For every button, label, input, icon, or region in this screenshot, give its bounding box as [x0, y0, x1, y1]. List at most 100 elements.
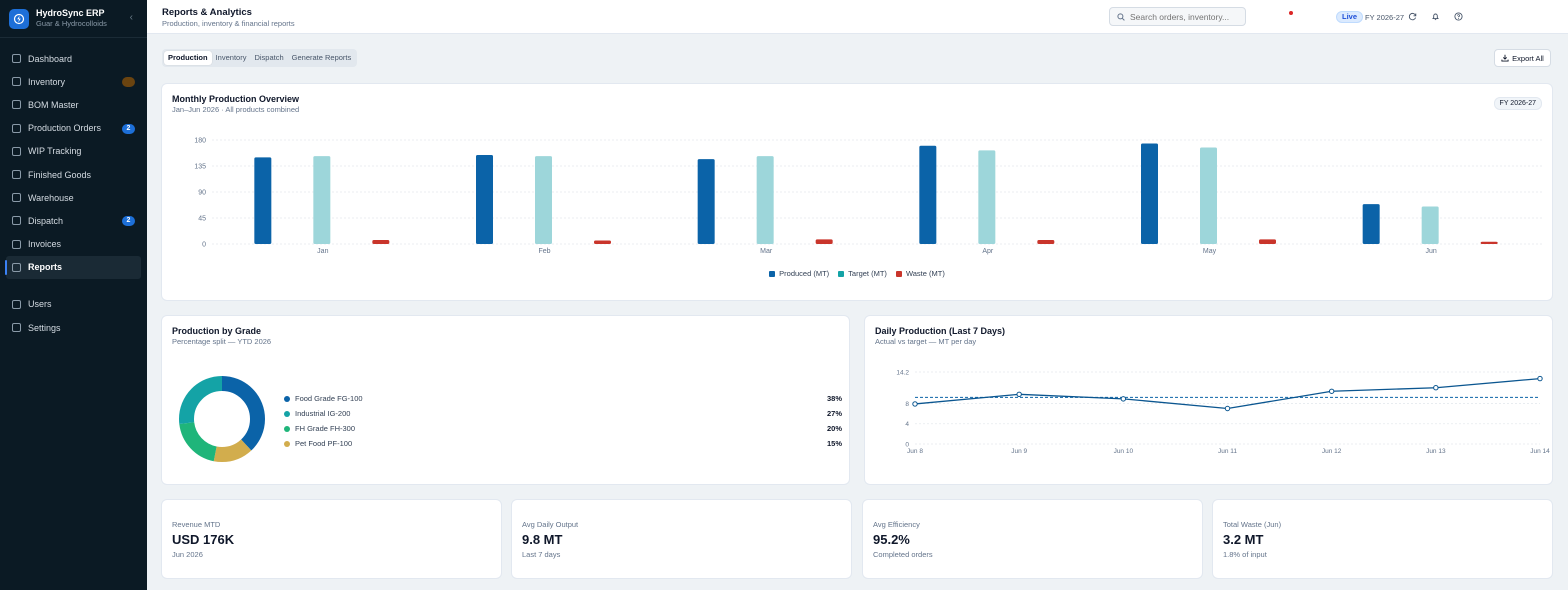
brand: HydroSync ERP Guar & Hydrocolloids ‹ [0, 0, 147, 38]
grade-name: Food Grade FG-100 [295, 394, 363, 403]
search-input[interactable] [1130, 11, 1240, 22]
x-tick-label: Jun 11 [1218, 448, 1237, 455]
bar-target-mt-jun [1421, 206, 1439, 244]
legend-swatch [838, 270, 845, 277]
kpi-output-card: Avg Daily Output 9.8 MT Last 7 days [511, 499, 852, 579]
sidebar-item-label: Inventory [28, 76, 66, 87]
app-name: HydroSync ERP [36, 8, 105, 18]
actual-point-jun-11 [1224, 405, 1231, 412]
sidebar-item-inventory[interactable]: Inventory 3 [6, 70, 141, 93]
sidebar-item-invoices[interactable]: Invoices [6, 233, 141, 256]
gear-icon [12, 323, 21, 333]
actual-point-jun-13 [1433, 385, 1439, 391]
x-tick-label: Apr [982, 248, 994, 255]
help-icon[interactable] [1454, 12, 1463, 21]
sidebar-item-reports[interactable]: Reports [5, 255, 141, 279]
live-status-badge: Live [1336, 11, 1364, 23]
grade-legend-row: Food Grade FG-100 38% [284, 391, 842, 406]
bar-waste-mt-jan [372, 239, 390, 244]
warehouse-icon [12, 193, 21, 203]
grade-color-dot [284, 395, 290, 402]
x-tick-label: Feb [538, 248, 550, 255]
page-title: Reports & Analytics [162, 7, 252, 18]
kpi-label: Revenue MTD [172, 520, 221, 529]
bar-target-mt-may [1200, 147, 1217, 244]
bar-waste-mt-apr [1037, 239, 1055, 244]
sidebar-item-label: Warehouse [28, 192, 74, 203]
daily-card-title: Daily Production (Last 7 Days) [875, 326, 1006, 336]
kpi-value: 3.2 MT [1223, 532, 1264, 547]
sidebar-item-bom-master[interactable]: BOM Master [6, 93, 141, 116]
x-tick-label: Jun 10 [1114, 448, 1134, 455]
sidebar-item-label: Dashboard [28, 53, 73, 64]
legend-produced-label: Produced (MT) [779, 269, 830, 278]
y-tick-label: 14.2 [896, 370, 909, 377]
fiscal-year-label: FY 2026-27 [1365, 13, 1405, 22]
x-tick-label: Mar [760, 248, 773, 255]
bar-produced-mt-apr [919, 145, 937, 244]
fy-tag-badge: FY 2026-27 [1493, 97, 1542, 110]
actual-point-jun-8 [912, 401, 918, 407]
box-icon [12, 77, 21, 87]
tab-generate-reports[interactable]: Generate Reports [291, 53, 352, 62]
collapse-sidebar-chevron-icon[interactable]: ‹ [129, 12, 133, 23]
daily-line-chart: 0 4 8 14.2 Jun 8 Jun 9 Jun 10 Jun 11 Jun 12 Jun 1… [896, 370, 1550, 456]
sidebar-item-finished-goods[interactable]: Finished Goods [6, 163, 141, 186]
layers-icon [12, 146, 21, 156]
sidebar-item-users[interactable]: Users [6, 293, 141, 316]
bar-target-mt-feb [535, 156, 552, 244]
sidebar-item-warehouse[interactable]: Warehouse [6, 186, 141, 209]
sidebar-item-label: BOM Master [28, 99, 79, 110]
sidebar-item-label: Invoices [28, 239, 62, 250]
bell-icon[interactable] [1431, 12, 1440, 21]
sidebar-nav: Dashboard Inventory 3 BOM Master Production … [0, 38, 147, 279]
tab-production[interactable]: Production [164, 51, 212, 65]
monthly-production-card: Monthly Production Overview Jan–Jun 2026… [161, 83, 1553, 301]
bar-produced-mt-mar [697, 159, 715, 244]
x-tick-label: Jun 13 [1426, 448, 1446, 455]
legend-produced: Produced (MT) [769, 269, 829, 278]
y-tick-label: 45 [198, 216, 206, 223]
bar-target-mt-mar [756, 156, 774, 244]
export-all-button[interactable]: Export All [1494, 49, 1551, 67]
count-badge: 2 [122, 123, 135, 134]
bar-waste-mt-feb [594, 240, 611, 244]
grade-card-subtitle: Percentage split — YTD 2026 [172, 337, 272, 346]
report-tabs: Production Inventory Dispatch Generate R… [162, 49, 358, 67]
y-tick-label: 4 [905, 421, 909, 428]
sidebar-item-dashboard[interactable]: Dashboard [6, 47, 141, 70]
y-tick-label: 180 [194, 138, 206, 145]
sidebar-item-label: Settings [28, 322, 61, 333]
kpi-label: Avg Efficiency [873, 520, 920, 529]
y-tick-label: 90 [198, 190, 206, 197]
tab-dispatch[interactable]: Dispatch [254, 53, 284, 62]
x-tick-label: Jun 12 [1322, 448, 1342, 455]
production-by-grade-card: Production by Grade Percentage split — Y… [161, 315, 850, 485]
sidebar-item-wip-tracking[interactable]: WIP Tracking [6, 140, 141, 163]
tab-inventory[interactable]: Inventory [215, 53, 247, 62]
sidebar-item-dispatch[interactable]: Dispatch 2 [6, 209, 141, 232]
app-tagline: Guar & Hydrocolloids [36, 19, 107, 28]
kpi-sub: Completed orders [873, 550, 933, 559]
kpi-waste-card: Total Waste (Jun) 3.2 MT 1.8% of input [1212, 499, 1553, 579]
kpi-revenue-card: Revenue MTD USD 176K Jun 2026 [161, 499, 502, 579]
sidebar-item-production-orders[interactable]: Production Orders 2 [6, 117, 141, 140]
refresh-icon[interactable] [1408, 12, 1417, 21]
count-badge: 2 [122, 216, 135, 227]
grade-legend-row: Pet Food PF-100 15% [284, 436, 842, 451]
kpi-label: Total Waste (Jun) [1223, 520, 1282, 529]
sidebar-item-label: Finished Goods [28, 169, 92, 180]
count-badge: 3 [122, 77, 135, 88]
grade-percent: 38% [826, 394, 842, 403]
kpi-sub: Jun 2026 [172, 550, 203, 559]
kpi-value: USD 176K [172, 532, 235, 547]
grade-color-dot [284, 425, 290, 432]
kpi-efficiency-card: Avg Efficiency 95.2% Completed orders [862, 499, 1203, 579]
bar-target-mt-jan [313, 156, 331, 244]
search-box[interactable] [1109, 7, 1246, 26]
bar-produced-mt-feb [476, 155, 493, 244]
actual-point-jun-14 [1537, 375, 1543, 382]
daily-production-card: Daily Production (Last 7 Days) Actual vs… [864, 315, 1553, 485]
truck-icon [12, 216, 21, 226]
sidebar-item-settings[interactable]: Settings [6, 316, 141, 339]
